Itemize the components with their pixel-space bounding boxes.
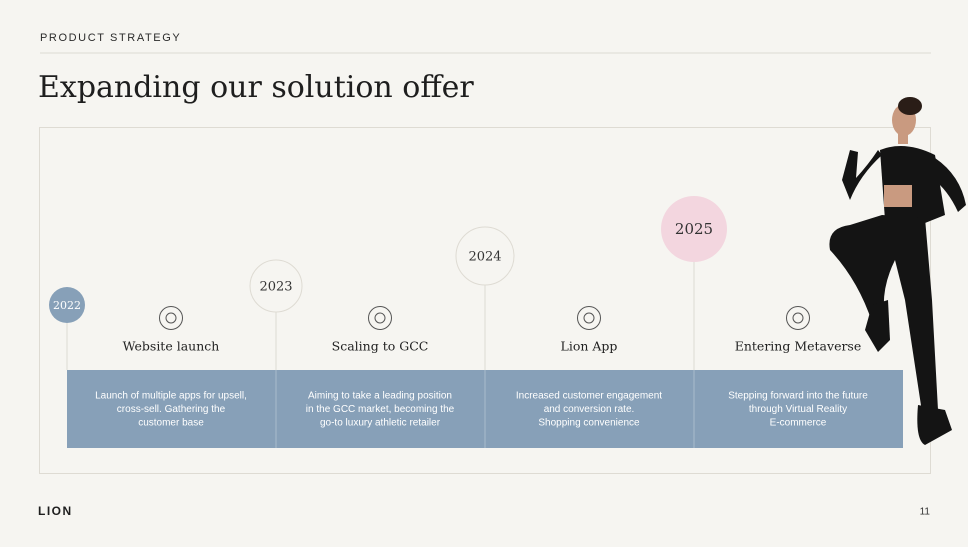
milestone-description: E-commerce bbox=[770, 418, 827, 429]
year-label: 2022 bbox=[53, 299, 81, 312]
milestone-icon bbox=[368, 306, 392, 330]
year-marker bbox=[249, 259, 303, 313]
milestone-title: Scaling to GCC bbox=[332, 339, 429, 354]
milestone-icon bbox=[159, 306, 183, 330]
milestone-description: and conversion rate. bbox=[544, 404, 635, 415]
milestone-description: cross-sell. Gathering the bbox=[117, 404, 226, 415]
milestone-description: Aiming to take a leading position bbox=[308, 391, 452, 402]
section-label: PRODUCT STRATEGY bbox=[40, 32, 181, 44]
milestone-icon bbox=[786, 306, 810, 330]
year-label: 2024 bbox=[468, 250, 501, 265]
milestone-description: Stepping forward into the future bbox=[728, 391, 868, 402]
year-label: 2023 bbox=[259, 280, 292, 295]
year-marker bbox=[661, 196, 727, 262]
milestone-description: customer base bbox=[138, 418, 204, 429]
milestone-icon-inner bbox=[374, 312, 386, 324]
year-label: 2025 bbox=[675, 220, 713, 238]
milestone-description: Increased customer engagement bbox=[516, 391, 662, 402]
milestone-description: in the GCC market, becoming the bbox=[306, 404, 455, 415]
page-number: 11 bbox=[920, 507, 931, 518]
milestone-description: through Virtual Reality bbox=[749, 404, 847, 415]
footer-brand: LION bbox=[38, 504, 73, 518]
runner-figure bbox=[829, 97, 966, 445]
milestone-icon-inner bbox=[792, 312, 804, 324]
milestone-title: Entering Metaverse bbox=[735, 339, 862, 354]
year-marker bbox=[455, 226, 515, 286]
milestone-title: Lion App bbox=[561, 339, 618, 354]
milestone-description: Launch of multiple apps for upsell, bbox=[95, 391, 247, 402]
year-marker bbox=[49, 287, 85, 323]
milestone-icon bbox=[577, 306, 601, 330]
milestone-icon-inner bbox=[165, 312, 177, 324]
milestone-icon-inner bbox=[583, 312, 595, 324]
milestone-title: Website launch bbox=[123, 339, 220, 354]
slide-title: Expanding our solution offer bbox=[38, 70, 474, 105]
milestone-description: Shopping convenience bbox=[538, 418, 640, 429]
milestone-description: go-to luxury athletic retailer bbox=[320, 418, 441, 429]
